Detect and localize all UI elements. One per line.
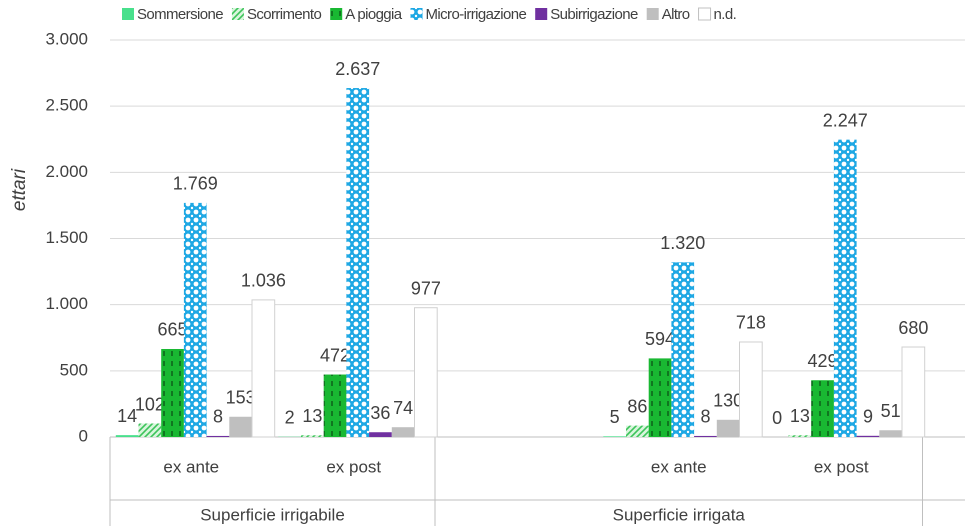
legend-swatch [231,8,244,20]
data-label: 977 [411,278,441,298]
data-label: 1.769 [173,174,218,194]
bar [161,348,184,437]
legend-swatch [330,8,343,20]
data-label: 86 [627,396,647,416]
bar [833,139,857,437]
legend-swatch [122,8,134,20]
data-label: 36 [370,403,390,423]
data-label: 130 [713,391,743,411]
legend-swatch [410,8,423,20]
data-label: 74 [393,398,413,418]
data-label: 2.247 [823,110,868,130]
bar [716,419,740,437]
bar [788,435,812,437]
bar [856,435,880,437]
legend-swatch [698,7,712,21]
legend-swatch [535,8,548,20]
legend-label: Altro [662,6,690,23]
y-tick-label: 2.000 [45,162,88,181]
x-tick-label: ex post [326,457,381,476]
y-tick-label: 2.500 [45,96,88,115]
x-tick-label: ex ante [163,457,219,476]
legend-swatch [646,8,659,20]
data-label: 8 [700,407,710,427]
bar [879,430,902,437]
bar [115,435,139,437]
bar [391,427,415,437]
bar [183,202,207,437]
bar [739,341,763,438]
y-axis-label: ettari [9,168,30,211]
data-label: 9 [863,407,873,427]
y-tick-label: 1.500 [45,228,88,247]
data-label: 153 [226,388,256,408]
data-label: 429 [808,351,838,371]
data-label: 2 [285,407,295,427]
data-label: 8 [213,407,223,427]
data-label: 14 [117,406,137,426]
group-label: Superficie irrigabile [200,505,345,524]
legend-label: A pioggia [345,6,403,23]
bar [138,423,162,437]
data-label: 13 [790,406,810,426]
bar [206,435,230,437]
legend-label: Sommersione [137,6,223,23]
data-label: 5 [610,407,620,427]
legend-label: Micro-irrigazione [426,6,527,23]
data-label: 680 [898,318,928,338]
bar [626,425,649,437]
data-label: 13 [302,406,322,426]
data-label: 665 [158,320,188,340]
legend-label: Scorrimento [247,6,322,23]
bar [346,88,370,438]
data-label: 102 [135,394,165,414]
legend-label: Subirrigazione [550,6,638,23]
data-label: 1.320 [660,233,705,253]
x-tick-label: ex post [814,457,869,476]
bar [811,380,834,437]
bar [694,435,717,437]
bar [301,435,324,437]
x-tick-label: ex ante [651,457,707,476]
bar [671,262,695,437]
bar [323,374,347,437]
data-label: 51 [881,401,901,421]
group-label: Superficie irrigata [613,505,746,524]
data-label: 1.036 [241,271,286,291]
y-tick-label: 1.000 [45,294,88,313]
bar [901,346,926,438]
data-label: 472 [320,345,350,365]
y-tick-label: 0 [79,426,88,445]
y-tick-label: 3.000 [45,29,88,48]
y-tick-label: 500 [60,360,88,379]
bar [251,299,276,438]
data-label: 594 [645,329,675,349]
data-label: 2.637 [335,59,380,79]
data-label: 718 [736,313,766,333]
bar [648,358,672,437]
data-label: 0 [772,408,782,428]
bar [229,416,252,437]
legend-label: n.d. [714,6,737,23]
bar [414,307,438,438]
bar [369,432,392,437]
bar [603,436,626,437]
